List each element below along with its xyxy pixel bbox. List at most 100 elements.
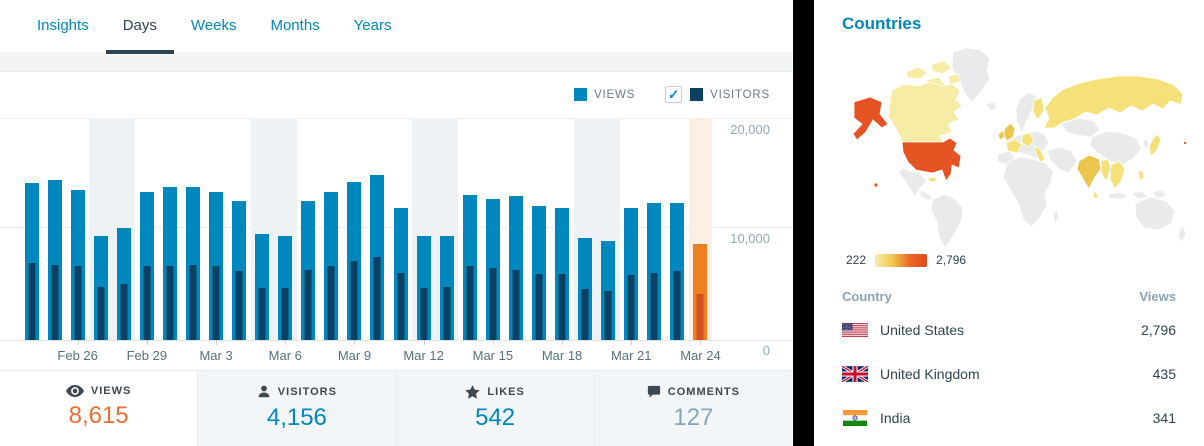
- bar-day-mar-15[interactable]: [481, 118, 504, 340]
- summary-statsbar: VIEWS 8,615 VISITORS 4,156 L: [0, 370, 792, 446]
- tab-weeks[interactable]: Weeks: [190, 17, 237, 34]
- visitors-bar: [535, 274, 543, 340]
- bar-day-mar-11[interactable]: [389, 118, 412, 340]
- y-tick-0: 0: [762, 343, 770, 358]
- visitors-bar: [581, 289, 589, 340]
- visitors-bar: [51, 265, 59, 340]
- visitors-bar: [489, 268, 497, 340]
- eye-icon: [65, 385, 84, 397]
- stat-tab-visitors[interactable]: VISITORS 4,156: [197, 371, 396, 446]
- bar-day-mar-21[interactable]: [620, 118, 643, 340]
- bar-day-feb-25[interactable]: [43, 118, 66, 340]
- bar-day-mar-12[interactable]: [412, 118, 436, 340]
- bar-day-mar-8[interactable]: [320, 118, 343, 340]
- bar-day-mar-17[interactable]: [527, 118, 550, 340]
- chart-legend: VIEWS ✓ VISITORS: [574, 86, 770, 103]
- bar-day-mar-23[interactable]: [666, 118, 689, 340]
- bars-area: [20, 118, 712, 340]
- visitors-bar: [604, 291, 612, 340]
- bar-day-mar-2[interactable]: [181, 118, 204, 340]
- bar-day-mar-20[interactable]: [596, 118, 620, 340]
- map-legend-min: 222: [846, 253, 867, 267]
- x-axis-label: Mar 3: [199, 348, 233, 363]
- bar-day-feb-29[interactable]: [135, 118, 158, 340]
- country-name: United Kingdom: [880, 366, 980, 382]
- x-axis-label: Feb 26: [57, 348, 98, 363]
- uk-flag-icon: [842, 366, 868, 382]
- bar-day-mar-1[interactable]: [158, 118, 181, 340]
- country-name: India: [880, 410, 911, 426]
- bar-day-mar-19[interactable]: [573, 118, 597, 340]
- visitors-bar: [558, 274, 566, 340]
- tab-years[interactable]: Years: [353, 17, 392, 34]
- y-tick-10000: 10,000: [730, 231, 770, 246]
- x-axis-label: Mar 18: [541, 348, 583, 363]
- visitors-checkbox[interactable]: ✓: [665, 86, 683, 103]
- stat-tab-views[interactable]: VIEWS 8,615: [0, 371, 198, 446]
- bar-day-mar-3[interactable]: [205, 118, 228, 340]
- map-legend-max: 2,796: [936, 253, 967, 267]
- visitors-bar: [397, 273, 405, 340]
- bar-day-feb-27[interactable]: [89, 118, 113, 340]
- visitors-bar: [512, 270, 520, 340]
- stat-views-label: VIEWS: [90, 385, 132, 397]
- stat-tab-comments[interactable]: COMMENTS 127: [593, 371, 792, 446]
- x-axis-label: Mar 15: [472, 348, 514, 363]
- visitors-bar: [120, 284, 128, 340]
- visitors-bar: [74, 266, 82, 340]
- x-axis-label: Feb 29: [126, 348, 168, 363]
- stat-views-value: 8,615: [68, 402, 129, 429]
- section-spacer: [0, 55, 792, 72]
- bar-day-mar-18[interactable]: [550, 118, 573, 340]
- visitors-bar: [166, 266, 174, 340]
- tab-insights[interactable]: Insights: [37, 17, 89, 34]
- period-tabbar: Insights Days Weeks Months Years: [0, 0, 792, 54]
- x-axis-label: Mar 24: [680, 348, 721, 363]
- stat-visitors-value: 4,156: [266, 404, 327, 431]
- bar-day-mar-9[interactable]: [343, 118, 366, 340]
- table-row-india[interactable]: India 341: [842, 396, 1176, 440]
- bar-day-mar-6[interactable]: [273, 118, 297, 340]
- countries-title: Countries: [842, 14, 922, 33]
- visitors-bar: [189, 265, 197, 340]
- tab-days[interactable]: Days: [105, 0, 174, 54]
- visitors-bar: [304, 270, 312, 340]
- legend-views-label: VIEWS: [594, 88, 636, 101]
- visitors-bar: [627, 275, 635, 340]
- panel-divider: [793, 0, 814, 446]
- country-table-header: Country Views: [842, 289, 1176, 308]
- table-row-united-states[interactable]: United States 2,796: [842, 308, 1176, 352]
- stat-comments-label: COMMENTS: [667, 386, 740, 398]
- bar-day-feb-26[interactable]: [66, 118, 89, 340]
- legend-views: VIEWS: [574, 88, 635, 101]
- country-table: Country Views United States 2,796 United…: [842, 289, 1176, 440]
- country-name: United States: [880, 322, 965, 338]
- table-row-united-kingdom[interactable]: United Kingdom 435: [842, 352, 1176, 396]
- bar-day-mar-4[interactable]: [228, 118, 251, 340]
- tab-months[interactable]: Months: [270, 17, 320, 34]
- views-swatch-icon: [574, 88, 588, 101]
- views-visitors-chart: VIEWS ✓ VISITORS 20,000 10,000 0 Feb 26 F…: [0, 72, 792, 370]
- bar-day-mar-10[interactable]: [366, 118, 389, 340]
- comment-icon: [647, 385, 661, 399]
- stat-tab-likes[interactable]: LIKES 542: [395, 371, 594, 446]
- bar-day-mar-5[interactable]: [250, 118, 274, 340]
- x-axis-label: Mar 6: [268, 348, 302, 363]
- stat-likes-label: LIKES: [487, 386, 525, 398]
- bar-day-mar-13[interactable]: [435, 118, 459, 340]
- bar-day-feb-24[interactable]: [20, 118, 43, 340]
- bar-day-mar-14[interactable]: [458, 118, 481, 340]
- visitors-bar: [143, 266, 151, 340]
- bar-day-mar-7[interactable]: [297, 118, 320, 340]
- country-column-header: Country: [842, 289, 892, 304]
- views-column-header: Views: [1139, 289, 1176, 304]
- country-views: 2,796: [1140, 322, 1176, 338]
- world-choropleth-map: [852, 47, 1187, 249]
- y-tick-20000: 20,000: [730, 122, 770, 137]
- bar-day-mar-24[interactable]: [688, 118, 712, 340]
- legend-visitors-label: VISITORS: [710, 88, 770, 101]
- bar-day-mar-16[interactable]: [504, 118, 527, 340]
- visitors-bar: [258, 288, 266, 340]
- bar-day-mar-22[interactable]: [643, 118, 666, 340]
- bar-day-feb-28[interactable]: [112, 118, 136, 340]
